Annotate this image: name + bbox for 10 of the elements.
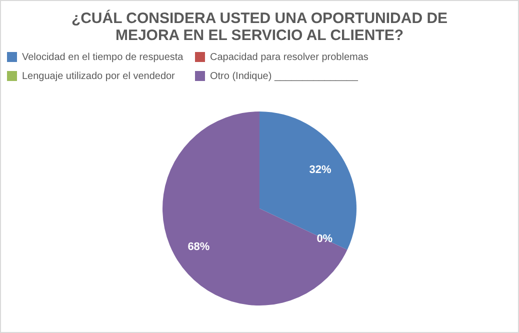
legend-label: Capacidad para resolver problemas <box>210 52 368 63</box>
pie-slice <box>162 112 348 306</box>
data-label: 68% <box>188 241 210 254</box>
legend-label: Lenguaje utilizado por el vendedor <box>22 71 176 82</box>
pie-slice <box>260 112 356 250</box>
chart-title: ¿CUÁL CONSIDERA USTED UNA OPORTUNIDAD DE MEJORA EN EL SERVICIO AL CLIENTE? <box>71 9 448 44</box>
legend-label: Otro (Indique) _______________ <box>210 71 358 82</box>
legend-label: Velocidad en el tiempo de respuesta <box>22 52 184 63</box>
data-label: 32% <box>309 164 332 176</box>
text: 0% <box>316 233 333 246</box>
